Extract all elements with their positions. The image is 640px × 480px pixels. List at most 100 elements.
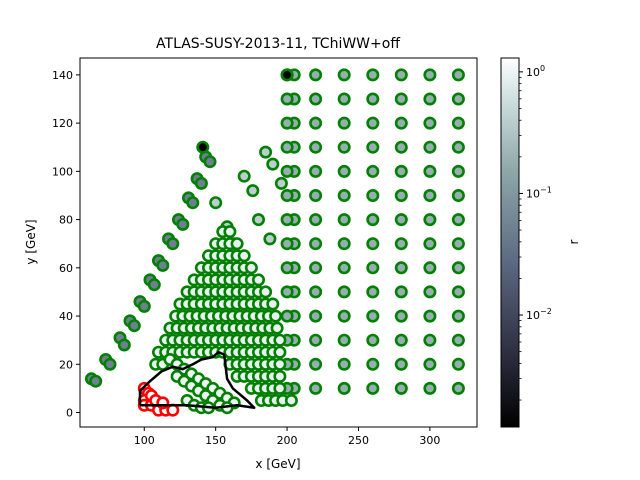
scatter-point — [423, 309, 437, 323]
exclusion-contour — [138, 350, 256, 409]
scatter-point — [309, 333, 323, 347]
scatter-point — [394, 285, 408, 299]
x-tick-label: 250 — [348, 434, 369, 447]
scatter-point — [423, 164, 437, 178]
scatter-point — [451, 381, 465, 395]
scatter-point — [337, 189, 351, 203]
y-tick-label: 120 — [52, 117, 73, 130]
scatter-point — [366, 116, 380, 130]
scatter-point — [366, 333, 380, 347]
scatter-point — [337, 140, 351, 154]
scatter-point — [394, 309, 408, 323]
x-tick-label: 300 — [419, 434, 440, 447]
scatter-point — [280, 309, 294, 323]
scatter-point — [394, 140, 408, 154]
scatter-point — [337, 92, 351, 106]
colorbar — [500, 57, 520, 428]
scatter-point — [309, 164, 323, 178]
scatter-point — [230, 237, 244, 251]
scatter-point — [309, 357, 323, 371]
scatter-point — [273, 381, 287, 395]
scatter-point — [89, 374, 103, 388]
y-axis-label: y [GeV] — [24, 219, 38, 264]
scatter-point — [366, 140, 380, 154]
scatter-point — [394, 92, 408, 106]
scatter-point — [394, 333, 408, 347]
scatter-point — [280, 68, 294, 82]
scatter-point — [451, 285, 465, 299]
scatter-point — [309, 381, 323, 395]
scatter-point — [186, 196, 200, 210]
y-tick-label: 100 — [52, 165, 73, 178]
scatter-point — [259, 285, 273, 299]
scatter-point — [337, 261, 351, 275]
scatter-point — [394, 213, 408, 227]
y-axis: 0 20 40 60 80 100 120 140 — [52, 69, 80, 420]
scatter-point — [423, 116, 437, 130]
scatter-point — [366, 381, 380, 395]
y-tick-label: 40 — [59, 310, 73, 323]
scatter-point — [280, 164, 294, 178]
scatter-point — [280, 189, 294, 203]
scatter-point — [451, 237, 465, 251]
scatter-point — [103, 357, 117, 371]
scatter-point — [137, 299, 151, 313]
scatter-point — [366, 68, 380, 82]
scatter-point — [451, 92, 465, 106]
scatter-point — [366, 164, 380, 178]
scatter-point — [394, 381, 408, 395]
scatter-point — [259, 145, 273, 159]
scatter-point — [263, 232, 277, 246]
chart-title: ATLAS-SUSY-2013-11, TChiWW+off — [156, 36, 400, 52]
scatter-point — [451, 68, 465, 82]
scatter-point — [280, 140, 294, 154]
x-axis-label: x [GeV] — [255, 457, 300, 471]
scatter-point — [280, 261, 294, 275]
scatter-point — [394, 357, 408, 371]
scatter-point — [394, 261, 408, 275]
y-tick-label: 60 — [59, 262, 73, 275]
scatter-point — [280, 92, 294, 106]
scatter-point — [423, 285, 437, 299]
scatter-point — [337, 285, 351, 299]
scatter-point — [246, 184, 260, 198]
scatter-point — [451, 309, 465, 323]
scatter-point — [280, 213, 294, 227]
scatter-point — [423, 357, 437, 371]
scatter-point — [423, 92, 437, 106]
scatter-point — [156, 258, 170, 272]
scatter-point — [309, 189, 323, 203]
scatter-marks — [84, 68, 465, 417]
scatter-point — [274, 176, 288, 190]
colorbar-tick-label: 10−1 — [526, 185, 552, 200]
scatter-point — [252, 273, 266, 287]
scatter-point — [273, 345, 287, 359]
scatter-point — [337, 357, 351, 371]
scatter-point — [147, 278, 161, 292]
scatter-point — [423, 333, 437, 347]
scatter-point — [270, 321, 284, 335]
scatter-point — [176, 217, 190, 231]
scatter-point — [284, 393, 298, 407]
scatter-point — [366, 357, 380, 371]
scatter-point — [166, 237, 180, 251]
scatter-point — [451, 116, 465, 130]
scatter-point — [423, 213, 437, 227]
scatter-point — [237, 169, 251, 183]
scatter-point — [337, 309, 351, 323]
colorbar-ticks: 100 10−1 10−2 — [519, 64, 552, 401]
colorbar-tick-label: 10−2 — [526, 307, 552, 322]
scatter-point — [366, 189, 380, 203]
scatter-point — [127, 319, 141, 333]
scatter-point — [309, 261, 323, 275]
scatter-point — [451, 357, 465, 371]
scatter-point — [394, 164, 408, 178]
plot-frame — [79, 57, 478, 428]
scatter-point — [366, 285, 380, 299]
scatter-point — [309, 116, 323, 130]
scatter-point — [451, 333, 465, 347]
scatter-point — [337, 68, 351, 82]
x-tick-label: 150 — [205, 434, 226, 447]
scatter-point — [244, 261, 258, 275]
scatter-point — [266, 157, 280, 171]
